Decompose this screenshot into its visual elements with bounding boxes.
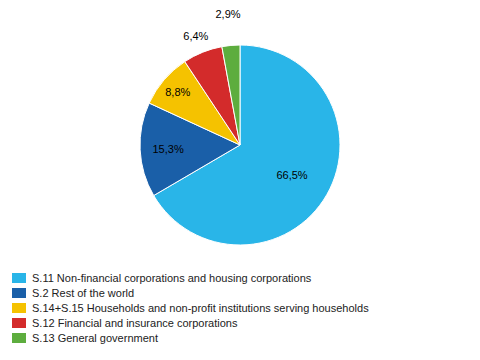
legend-item: S.11 Non-financial corporations and hous…: [12, 272, 312, 284]
legend-label: S.12 Financial and insurance corporation…: [32, 317, 238, 329]
legend-item: S.13 General government: [12, 332, 158, 344]
data-labels: 66,5% 15,3% 8,8% 6,4% 2,9%: [152, 8, 307, 181]
chart: 66,5% 15,3% 8,8% 6,4% 2,9% S.11 Non-financial…: [0, 0, 480, 360]
pie: [140, 45, 340, 245]
legend-label: S.14+S.15 Households and non-profit inst…: [32, 302, 369, 314]
legend-swatch: [12, 318, 26, 328]
data-label: 15,3%: [152, 143, 183, 155]
legend-label: S.13 General government: [32, 332, 158, 344]
legend-label: S.2 Rest of the world: [32, 287, 134, 299]
legend-item: S.2 Rest of the world: [12, 287, 134, 299]
legend-item: S.12 Financial and insurance corporation…: [12, 317, 238, 329]
legend-swatch: [12, 333, 26, 343]
pie-slice: [222, 45, 240, 145]
legend-swatch: [12, 273, 26, 283]
data-label: 8,8%: [165, 86, 190, 98]
data-label: 66,5%: [276, 169, 307, 181]
legend-swatch: [12, 303, 26, 313]
legend-label: S.11 Non-financial corporations and hous…: [32, 272, 312, 284]
legend: S.11 Non-financial corporations and hous…: [12, 272, 369, 344]
legend-swatch: [12, 288, 26, 298]
legend-item: S.14+S.15 Households and non-profit inst…: [12, 302, 369, 314]
data-label: 2,9%: [215, 8, 240, 20]
data-label: 6,4%: [183, 30, 208, 42]
